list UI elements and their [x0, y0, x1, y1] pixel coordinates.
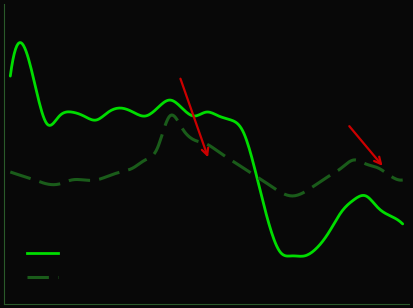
Legend: , : ,: [27, 247, 69, 285]
